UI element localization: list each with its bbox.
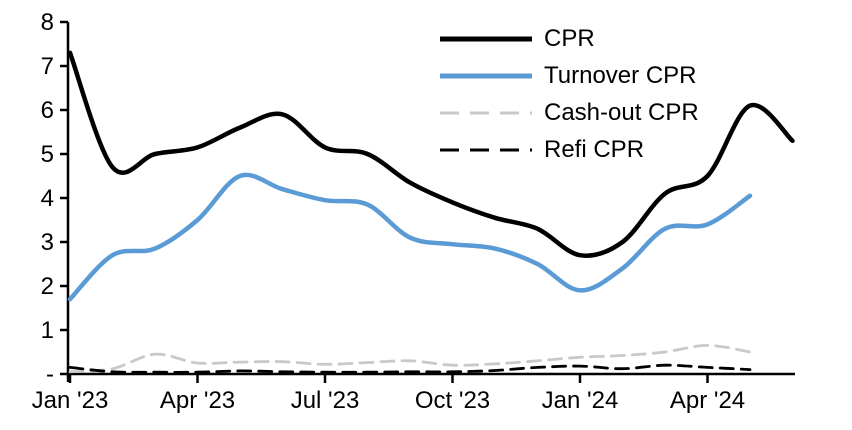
y-tick-label: 4 [41,185,54,212]
x-tick-label: Apr '24 [670,387,745,414]
series-line-cpr [67,50,795,258]
y-tick-label: 7 [41,53,54,80]
x-tick-label: Apr '23 [160,387,235,414]
legend: CPR Turnover CPR Cash-out CPR Refi CPR [438,20,699,168]
y-tick-label: 3 [41,229,54,256]
legend-label-cashout-cpr: Cash-out CPR [544,98,699,126]
turnover-line-swatch [440,73,532,78]
legend-label-cpr: CPR [544,24,595,52]
y-tick-label: 5 [41,141,54,168]
x-tick-label: Jan '24 [542,387,619,414]
legend-item-refi-cpr: Refi CPR [438,131,699,168]
refi-line-swatch [440,148,532,151]
legend-label-turnover-cpr: Turnover CPR [544,61,697,89]
legend-item-cpr: CPR [438,20,699,57]
cpr-line-swatch [440,36,532,41]
cashout-line-swatch [440,111,532,114]
y-tick-label: 8 [41,9,54,36]
series-line-refi-cpr [68,363,752,374]
y-tick-label: 2 [41,273,54,300]
y-tick-label: 1 [41,317,54,344]
x-tick-label: Jan '23 [32,387,109,414]
series-line-cash-out-cpr [68,343,752,374]
legend-item-turnover-cpr: Turnover CPR [438,57,699,94]
x-tick-label: Oct '23 [415,387,490,414]
legend-item-cashout-cpr: Cash-out CPR [438,94,699,131]
y-tick-label: - [46,361,54,388]
x-tick-label: Jul '23 [291,387,360,414]
y-tick-label: 6 [41,97,54,124]
series-line-turnover-cpr [67,172,753,302]
legend-label-refi-cpr: Refi CPR [544,135,645,163]
